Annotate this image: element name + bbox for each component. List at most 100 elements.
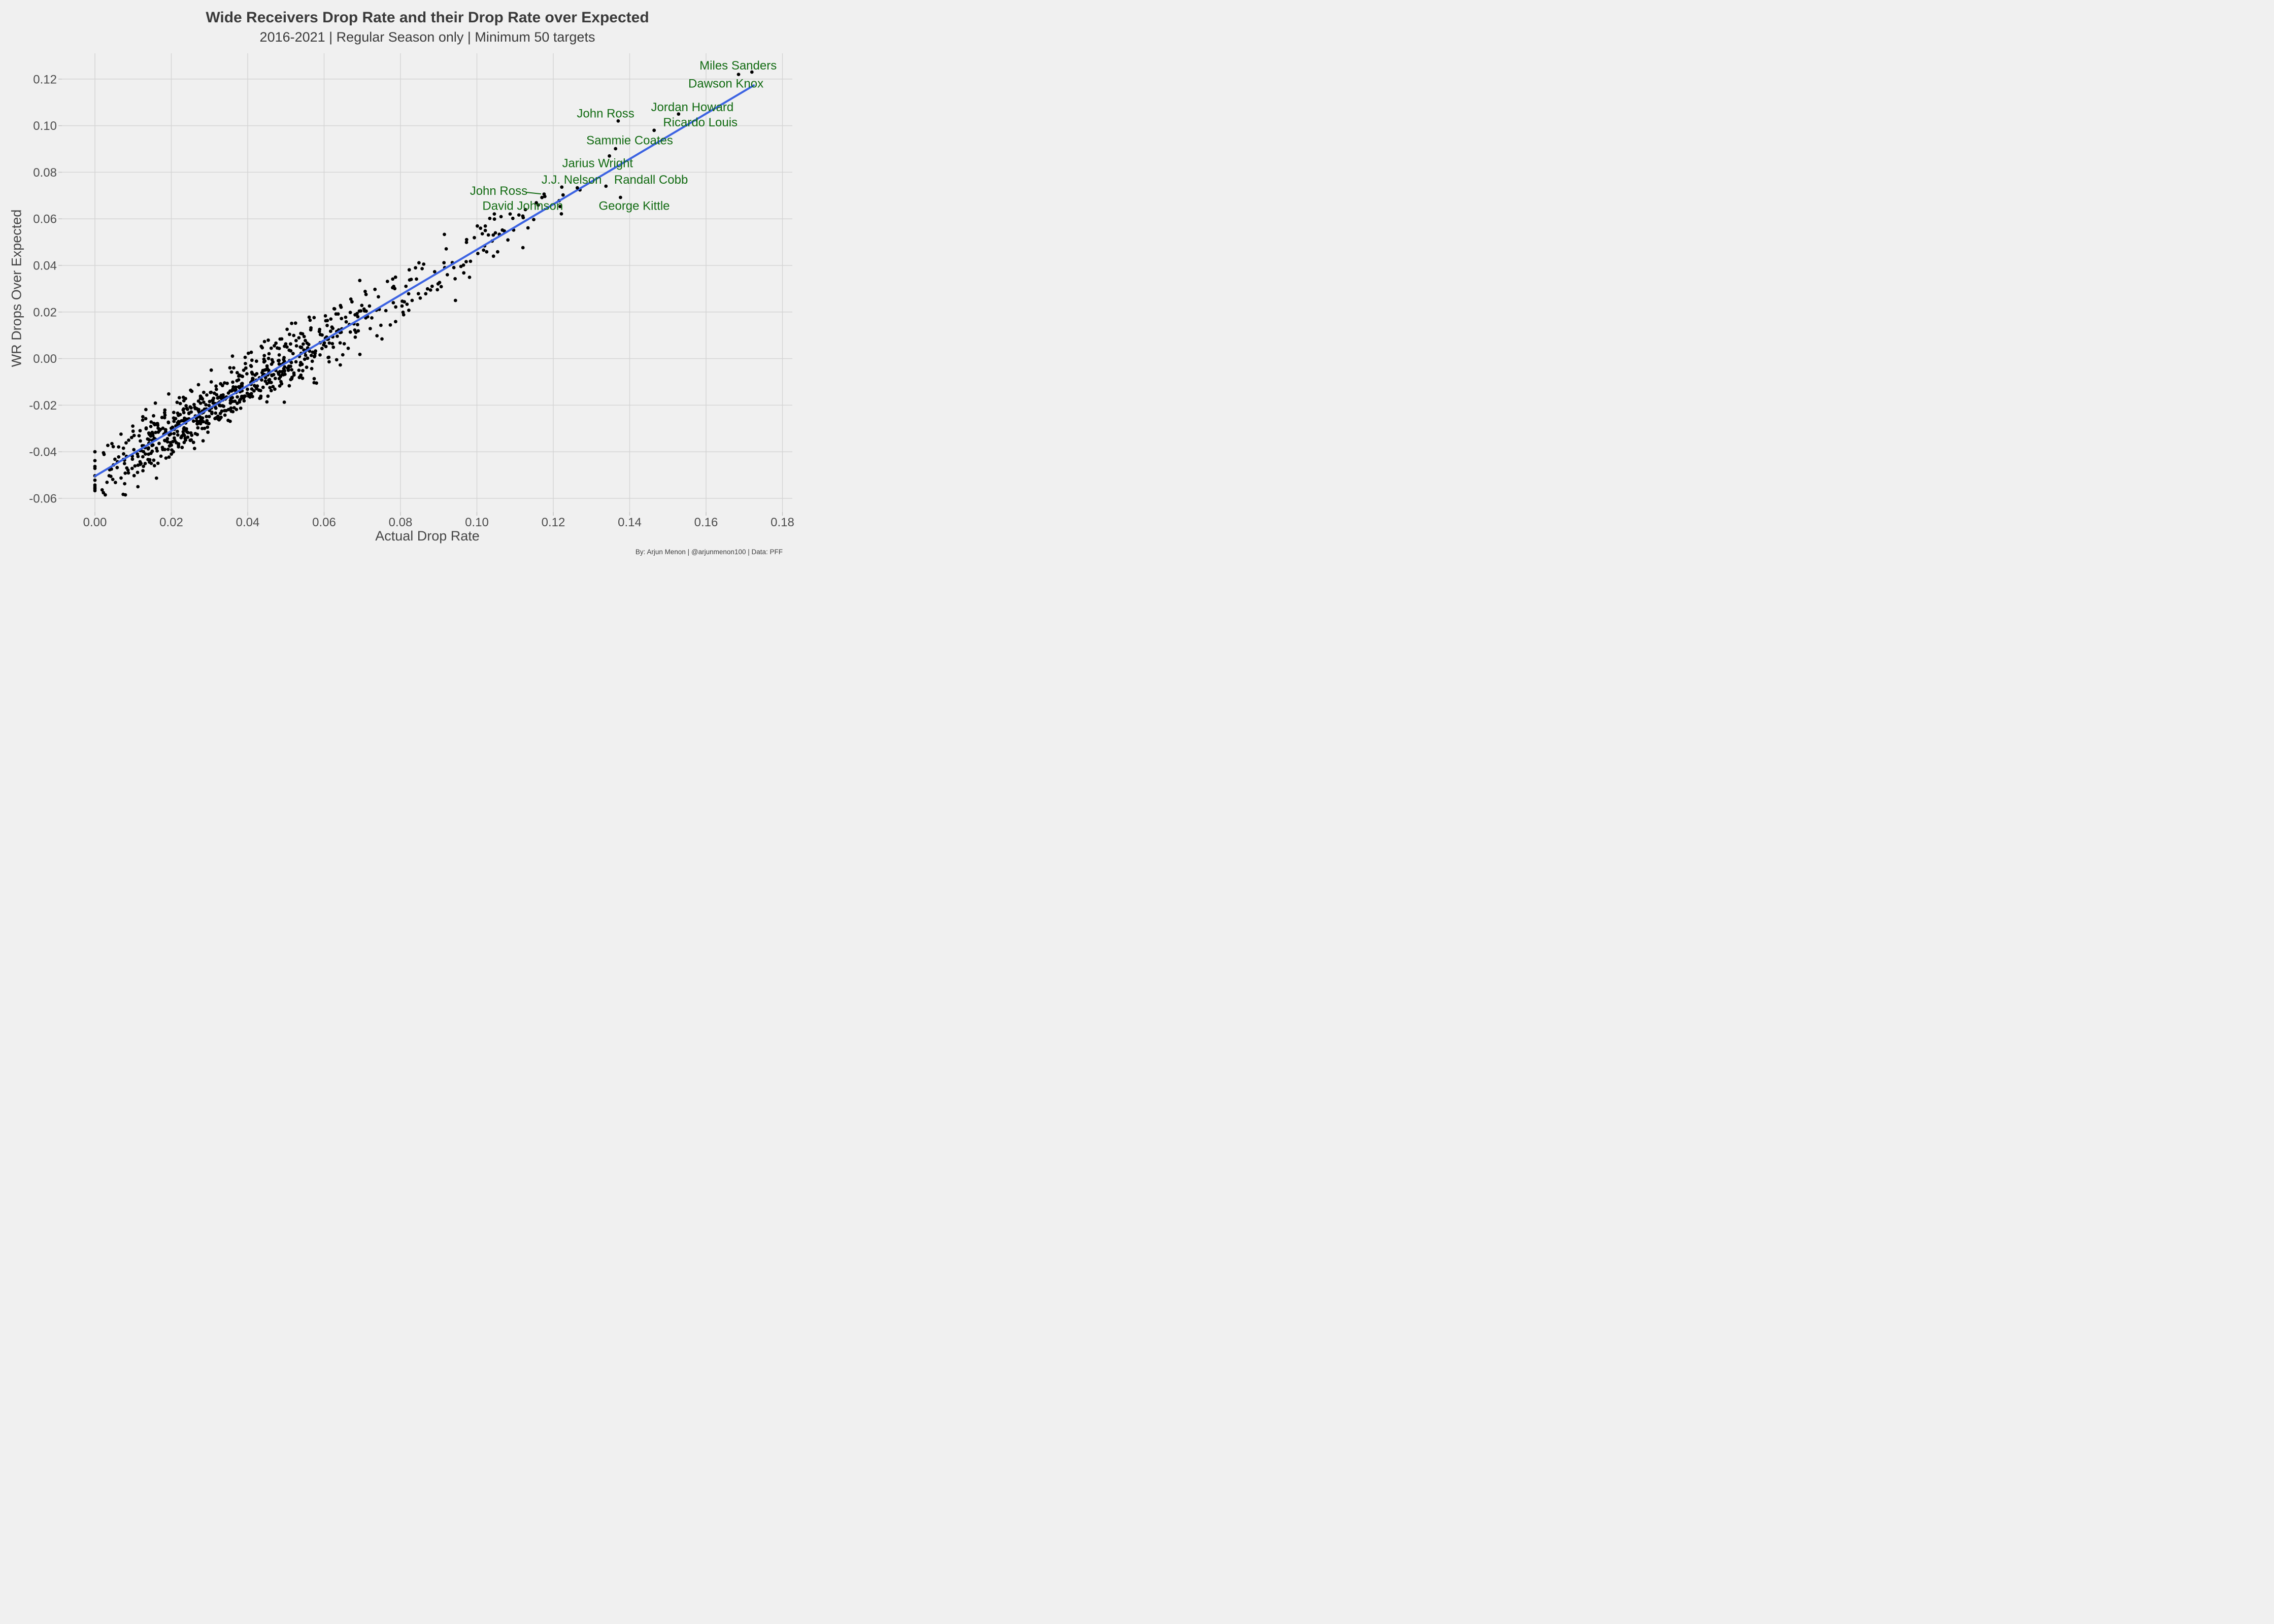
data-point	[293, 321, 297, 325]
data-point	[221, 393, 225, 397]
data-point	[331, 345, 336, 349]
player-label: Sammie Coates	[586, 134, 673, 148]
data-point	[312, 377, 316, 381]
axis-tick-marks	[58, 79, 783, 516]
data-point	[271, 385, 275, 389]
data-point	[243, 394, 247, 398]
data-point	[168, 433, 171, 437]
outlier-point	[542, 192, 546, 196]
data-point	[212, 391, 216, 395]
data-point	[235, 370, 239, 375]
data-point	[299, 331, 303, 335]
data-point	[392, 285, 395, 288]
data-point	[309, 354, 313, 357]
data-point	[225, 382, 229, 385]
data-point	[452, 265, 456, 269]
data-point	[149, 420, 153, 424]
data-point	[320, 347, 324, 351]
data-point	[242, 399, 246, 403]
data-point	[117, 445, 121, 449]
data-point	[123, 482, 127, 486]
data-point	[262, 340, 266, 344]
x-tick-label: 0.16	[694, 516, 718, 529]
zero-stack-point	[93, 478, 97, 482]
data-point	[171, 439, 175, 444]
data-point	[198, 419, 202, 423]
player-label: Randall Cobb	[614, 173, 688, 187]
data-point	[291, 352, 295, 356]
data-point	[237, 378, 241, 382]
data-point	[287, 384, 291, 388]
data-point	[464, 241, 469, 244]
data-point	[288, 332, 291, 336]
data-point	[290, 368, 294, 371]
data-point	[146, 447, 150, 451]
data-point	[228, 366, 232, 370]
data-point	[147, 431, 151, 435]
data-point	[290, 321, 293, 325]
outlier-points	[542, 70, 754, 209]
data-point	[344, 320, 348, 324]
data-point	[195, 419, 199, 423]
data-point	[141, 418, 145, 422]
data-point	[328, 329, 332, 333]
data-point	[424, 292, 428, 296]
data-point	[393, 275, 397, 279]
data-point	[150, 430, 154, 434]
data-point	[191, 419, 195, 423]
data-point	[244, 366, 248, 370]
data-point	[289, 360, 293, 364]
data-point	[220, 384, 224, 388]
data-point	[353, 328, 357, 332]
data-point	[289, 364, 292, 368]
data-point	[442, 261, 446, 265]
data-point	[151, 433, 155, 437]
data-point	[486, 233, 490, 237]
data-point	[193, 407, 197, 411]
data-point	[196, 383, 200, 387]
data-point	[157, 442, 161, 446]
data-point	[394, 320, 397, 324]
data-point	[214, 411, 218, 415]
data-point	[476, 252, 480, 255]
data-point	[211, 399, 215, 403]
data-point	[198, 422, 203, 426]
outlier-point	[619, 195, 622, 199]
data-point	[370, 316, 374, 320]
y-tick-label: 0.08	[33, 166, 57, 180]
data-point	[327, 360, 331, 364]
data-point	[439, 285, 443, 289]
data-point	[483, 224, 487, 228]
data-point	[282, 356, 286, 360]
data-point	[139, 439, 142, 443]
data-point	[217, 418, 221, 422]
data-point	[464, 238, 469, 242]
data-point	[207, 403, 211, 408]
data-point	[175, 441, 178, 445]
data-point	[320, 333, 324, 337]
data-point	[262, 354, 266, 357]
data-point	[113, 457, 117, 461]
data-point	[262, 357, 266, 361]
data-point	[277, 362, 281, 366]
data-point	[238, 373, 241, 377]
data-point	[170, 452, 173, 456]
data-point	[250, 358, 254, 362]
data-point	[181, 430, 185, 434]
data-point	[488, 217, 492, 220]
data-point	[156, 430, 160, 434]
data-point	[479, 226, 483, 230]
data-point	[560, 185, 564, 189]
data-point	[276, 346, 279, 350]
data-point	[221, 404, 225, 408]
data-point	[231, 380, 235, 384]
data-point	[349, 297, 353, 301]
chart-title: Wide Receivers Drop Rate and their Drop …	[206, 9, 649, 26]
data-point	[246, 351, 250, 355]
x-tick-label: 0.12	[542, 516, 565, 529]
data-point	[499, 215, 503, 219]
data-point	[375, 334, 379, 337]
data-point	[223, 381, 226, 385]
data-point	[274, 341, 278, 345]
data-point	[240, 384, 244, 388]
